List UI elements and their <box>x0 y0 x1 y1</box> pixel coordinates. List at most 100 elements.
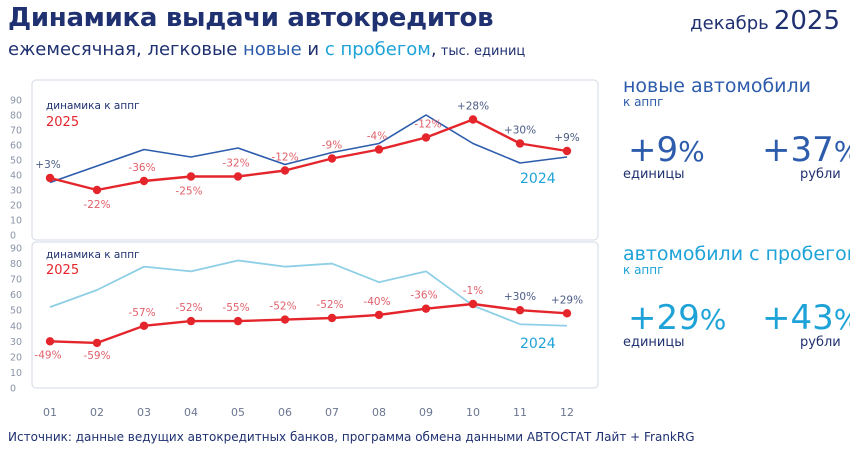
series-2025-line <box>49 118 568 192</box>
stat-used-rub-pct: % <box>834 303 850 336</box>
y-tick-label: 80 <box>10 259 22 270</box>
series-2025-point <box>468 299 478 309</box>
data-label: -57% <box>128 307 155 319</box>
stats-used-sub: к аппг <box>623 263 664 277</box>
series-2025-point <box>280 315 290 324</box>
y-tick-label: 10 <box>10 216 22 227</box>
data-label: -4% <box>367 131 387 143</box>
y-tick-label: 0 <box>10 384 16 395</box>
x-tick-label: 01 <box>43 406 57 419</box>
stat-new-rub-number: +37 <box>762 130 834 170</box>
stats-new-title: новые автомобили <box>623 75 812 97</box>
stat-used-units-label: единицы <box>623 335 685 350</box>
series-2025-point <box>562 146 572 156</box>
y-tick-label: 20 <box>10 201 22 212</box>
series-2025-point <box>233 172 243 181</box>
series-2025-point <box>45 173 55 183</box>
series-2025-point <box>139 321 149 330</box>
stat-new-units-number: +9 <box>628 130 679 170</box>
data-label: -25% <box>175 186 202 198</box>
page-title: Динамика выдачи автокредитов <box>8 3 494 33</box>
y-tick-label: 20 <box>10 352 22 363</box>
data-label: -40% <box>363 296 390 308</box>
series-2025-point <box>515 139 525 148</box>
y-tick-label: 50 <box>10 306 22 317</box>
data-label: -32% <box>222 158 249 170</box>
data-label: +3% <box>35 159 60 171</box>
panel-label: динамика к аппг <box>46 100 140 112</box>
data-label: -59% <box>83 350 110 362</box>
subtitle-unit: тыс. единиц <box>436 44 526 59</box>
stat-used-rub-value: +43% <box>762 298 850 338</box>
stat-new-rub-value: +37% <box>762 130 850 170</box>
stat-new-units-pct: % <box>678 135 705 168</box>
subtitle-new: новые <box>242 39 302 60</box>
stat-new-units-value: +9% <box>628 130 705 170</box>
x-tick-label: 04 <box>184 406 198 419</box>
series-2025-point <box>233 316 243 326</box>
x-tick-label: 02 <box>90 406 104 419</box>
series-2025-label: 2025 <box>46 263 79 278</box>
stat-new-rub-pct: % <box>834 135 850 168</box>
stat-used-units-number: +29 <box>628 298 700 338</box>
stats-used-title: автомобили с пробегом <box>623 243 850 265</box>
y-tick-label: 10 <box>10 368 22 379</box>
y-tick-label: 90 <box>10 244 22 255</box>
date-year: 2025 <box>773 6 840 36</box>
x-tick-label: 09 <box>419 406 433 419</box>
data-label: -52% <box>316 299 343 311</box>
y-tick-label: 50 <box>10 156 22 167</box>
data-label: +28% <box>457 101 489 113</box>
date-month: декабрь <box>690 13 769 34</box>
data-label: -36% <box>128 162 155 174</box>
y-tick-label: 40 <box>10 171 22 182</box>
x-tick-label: 07 <box>325 406 339 419</box>
series-2025-line <box>49 302 568 345</box>
data-label: -9% <box>322 140 342 152</box>
y-tick-label: 40 <box>10 321 22 332</box>
stat-new-units-label: единицы <box>623 167 685 182</box>
data-label: -55% <box>222 302 249 314</box>
series-2025-point <box>186 316 196 326</box>
series-2025-point <box>92 338 102 348</box>
x-tick-label: 05 <box>231 406 245 419</box>
data-label: -52% <box>269 301 296 313</box>
data-label: -49% <box>34 349 61 361</box>
data-label: -1% <box>463 285 483 297</box>
y-tick-label: 0 <box>10 231 16 242</box>
x-tick-label: 12 <box>560 406 574 419</box>
series-2025-point <box>374 145 384 154</box>
data-label: -36% <box>410 290 437 302</box>
source-note: Источник: данные ведущих автокредитных б… <box>8 430 695 444</box>
series-2024-line <box>49 114 568 184</box>
stat-used-units-value: +29% <box>628 298 726 338</box>
stat-new-rub-label: рубли <box>800 167 841 182</box>
series-2025-point <box>374 310 384 320</box>
page-subtitle: ежемесячная, легковые новые и с пробегом… <box>8 39 525 60</box>
y-tick-label: 90 <box>10 96 22 107</box>
data-label: +9% <box>554 132 579 144</box>
y-tick-label: 30 <box>10 337 22 348</box>
y-tick-label: 70 <box>10 275 22 286</box>
data-label: -12% <box>271 152 298 164</box>
data-label: -52% <box>175 302 202 314</box>
x-tick-label: 03 <box>137 406 151 419</box>
data-label: +30% <box>504 125 536 137</box>
series-2024-line <box>49 259 568 327</box>
x-tick-label: 11 <box>513 406 527 419</box>
series-2025-point <box>186 172 196 181</box>
subtitle-and: и <box>301 39 325 60</box>
series-2024-label: 2024 <box>520 171 556 187</box>
data-label: +29% <box>551 294 583 306</box>
series-2025-point <box>421 304 431 313</box>
series-2025-label: 2025 <box>46 115 79 130</box>
y-tick-label: 70 <box>10 126 22 137</box>
series-2025-point <box>45 337 55 346</box>
series-2025-point <box>92 185 102 195</box>
data-label: +30% <box>504 291 536 303</box>
series-2024-label: 2024 <box>520 336 556 352</box>
x-tick-label: 06 <box>278 406 292 419</box>
y-tick-label: 30 <box>10 186 22 197</box>
series-2025-point <box>468 115 478 124</box>
